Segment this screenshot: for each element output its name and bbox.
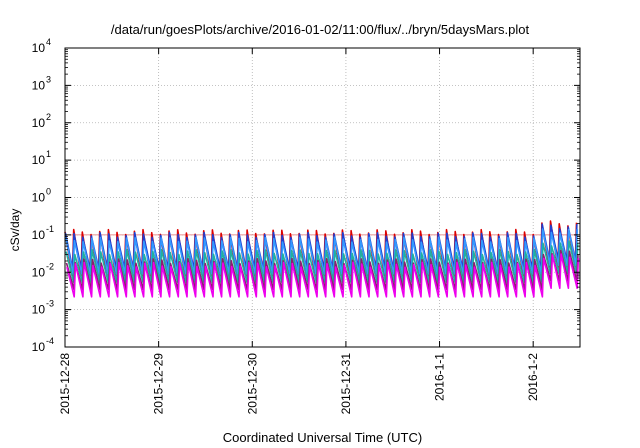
x-tick-label: 2016-1-1 xyxy=(433,353,447,401)
y-tick-exponent: 2 xyxy=(46,112,51,122)
y-tick-label: 10 xyxy=(32,228,46,242)
y-tick-label: 10 xyxy=(32,340,46,354)
series-line xyxy=(66,253,580,298)
y-tick-label: 10 xyxy=(32,116,46,130)
y-tick-label: 10 xyxy=(32,265,46,279)
y-tick-label: 10 xyxy=(32,191,46,205)
y-tick-exponent: 0 xyxy=(46,187,51,197)
y-tick-exponent: -1 xyxy=(46,224,54,234)
y-tick-exponent: 4 xyxy=(46,37,51,47)
x-tick-label: 2015-12-31 xyxy=(339,353,353,415)
y-axis-label: cSv/day xyxy=(8,208,22,252)
y-tick-exponent: -2 xyxy=(46,261,54,271)
y-tick-exponent: 3 xyxy=(46,74,51,84)
y-tick-exponent: -4 xyxy=(46,336,54,346)
x-tick-label: 2015-12-29 xyxy=(152,353,166,415)
y-tick-label: 10 xyxy=(32,153,46,167)
plot-frame xyxy=(64,47,581,348)
x-axis-label: Coordinated Universal Time (UTC) xyxy=(222,430,423,445)
y-tick-exponent: 1 xyxy=(46,149,51,159)
y-tick-exponent: -3 xyxy=(46,299,54,309)
x-tick-label: 2015-12-30 xyxy=(245,353,259,415)
y-tick-label: 10 xyxy=(32,303,46,317)
y-tick-label: 10 xyxy=(32,41,46,55)
x-tick-label: 2016-1-2 xyxy=(526,353,540,401)
x-tick-label: 2015-12-28 xyxy=(58,353,72,415)
y-tick-label: 10 xyxy=(32,78,46,92)
chart-title: /data/run/goesPlots/archive/2016-01-02/1… xyxy=(110,22,530,37)
